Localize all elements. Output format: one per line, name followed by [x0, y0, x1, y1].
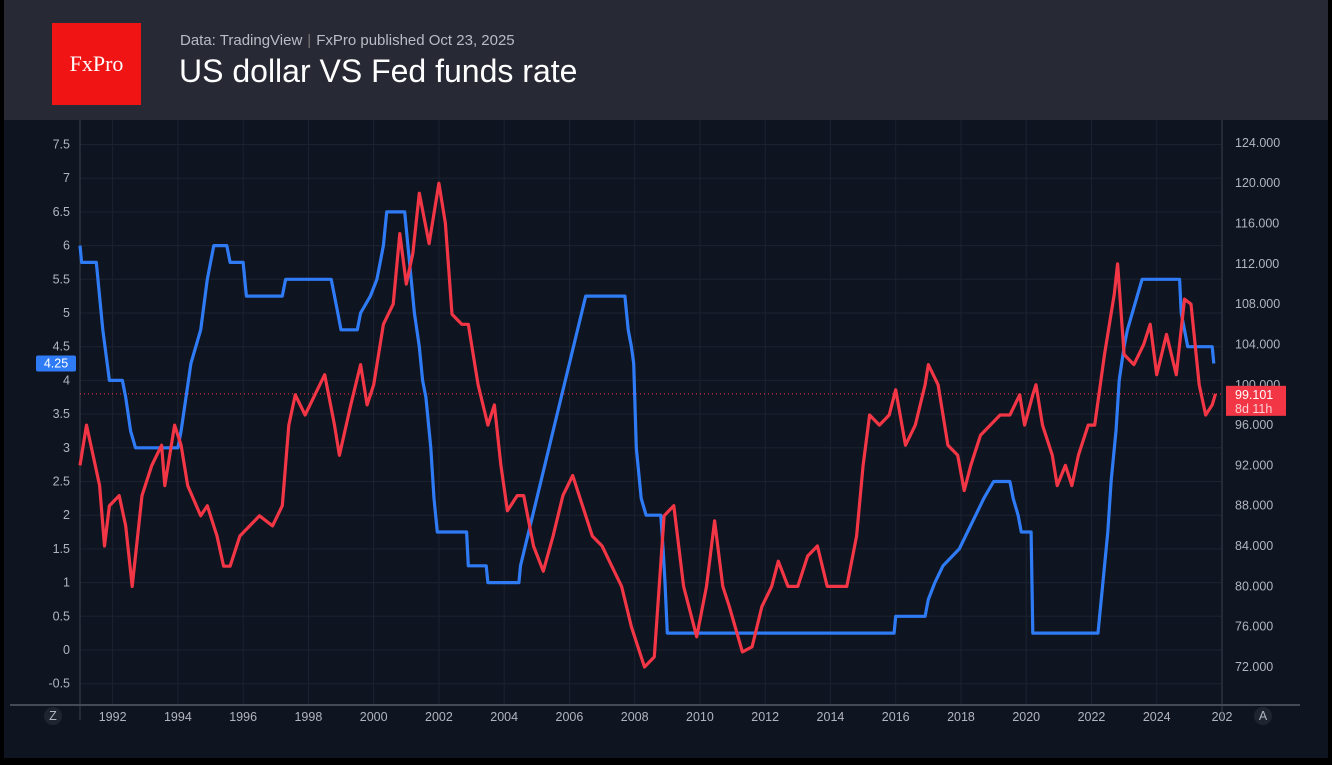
left-axis-tick: 4 [63, 373, 70, 387]
published-date: FxPro published Oct 23, 2025 [316, 32, 515, 49]
x-axis-tick: 2004 [490, 710, 518, 724]
right-axis-tick: 116.000 [1235, 216, 1279, 230]
x-axis-tick: 1996 [229, 710, 257, 724]
left-axis-tick: 0.5 [53, 609, 70, 623]
right-axis-tick: 124.000 [1235, 136, 1280, 150]
axis-left-button[interactable] [44, 707, 62, 725]
right-axis-tick: 72.000 [1235, 660, 1273, 674]
left-axis-tick: 4.5 [53, 340, 70, 354]
right-axis-tick: 96.000 [1235, 418, 1273, 432]
left-axis-tick: 3 [63, 441, 70, 455]
right-axis-tick: 88.000 [1235, 499, 1273, 513]
x-axis-tick: 2022 [1078, 710, 1106, 724]
left-axis-tick: 1.5 [53, 542, 70, 556]
right-axis-tick: 84.000 [1235, 539, 1273, 553]
x-axis-tick: 1992 [99, 710, 127, 724]
fed-funds-rate-line [78, 210, 1216, 635]
right-axis-tick: 76.000 [1235, 620, 1273, 634]
x-axis-tick: 2024 [1143, 710, 1171, 724]
left-axis-tick: 3.5 [53, 407, 70, 421]
x-axis-tick: 1994 [164, 710, 192, 724]
x-axis-tick: 2014 [817, 710, 845, 724]
x-axis-tick: 2020 [1012, 710, 1040, 724]
right-axis-tick: 120.000 [1235, 176, 1280, 190]
x-axis-tick: 2008 [621, 710, 649, 724]
data-source: Data: TradingView [180, 32, 303, 49]
left-axis-tick: 5.5 [53, 272, 70, 286]
axis-right-button[interactable] [1254, 707, 1272, 725]
fed-last-value: 4.25 [44, 357, 68, 371]
axis-right-button-label: A [1259, 709, 1268, 723]
header [4, 0, 1328, 120]
dxy-last-value: 99.101 [1235, 388, 1273, 402]
dxy-last-value-badge [1226, 385, 1286, 416]
axis-left-button-label: Z [49, 709, 57, 723]
x-axis-tick: 2006 [556, 710, 584, 724]
left-axis-tick: 1 [63, 576, 70, 590]
left-axis-tick: 5 [63, 306, 70, 320]
left-axis-tick: 6 [63, 239, 70, 253]
bar-countdown: 8d 11h [1235, 402, 1272, 416]
left-axis-tick: 7 [63, 171, 70, 185]
chart-title: US dollar VS Fed funds rate [179, 53, 578, 89]
fxpro-logo: FxPro [52, 23, 141, 105]
left-axis-tick: 6.5 [53, 205, 70, 219]
right-axis-tick: 80.000 [1235, 579, 1273, 593]
separator: | [307, 32, 312, 49]
x-axis-tick: 2000 [360, 710, 388, 724]
x-axis-tick: 2012 [751, 710, 779, 724]
left-axis-tick: 0 [63, 643, 70, 657]
x-axis-tick: 1998 [294, 710, 322, 724]
right-axis-tick: 104.000 [1235, 337, 1280, 351]
subtitle: Data: TradingView | FxPro published Oct 23… [180, 32, 515, 49]
right-axis-tick: 112.000 [1235, 257, 1279, 271]
x-axis-tick: 2016 [882, 710, 910, 724]
right-axis-tick: 92.000 [1235, 458, 1273, 472]
left-axis-tick: 7.5 [53, 138, 70, 152]
left-axis-tick: -0.5 [48, 677, 70, 691]
us-dollar-index-line [78, 181, 1218, 669]
left-axis-tick: 2.5 [53, 475, 70, 489]
x-axis-tick: 2002 [425, 710, 453, 724]
fed-last-value-badge [36, 355, 76, 372]
right-axis-tick: 108.000 [1235, 297, 1280, 311]
left-axis-tick: 2 [63, 508, 70, 522]
x-axis-tick: 2018 [947, 710, 975, 724]
x-axis-tick: 2010 [686, 710, 714, 724]
